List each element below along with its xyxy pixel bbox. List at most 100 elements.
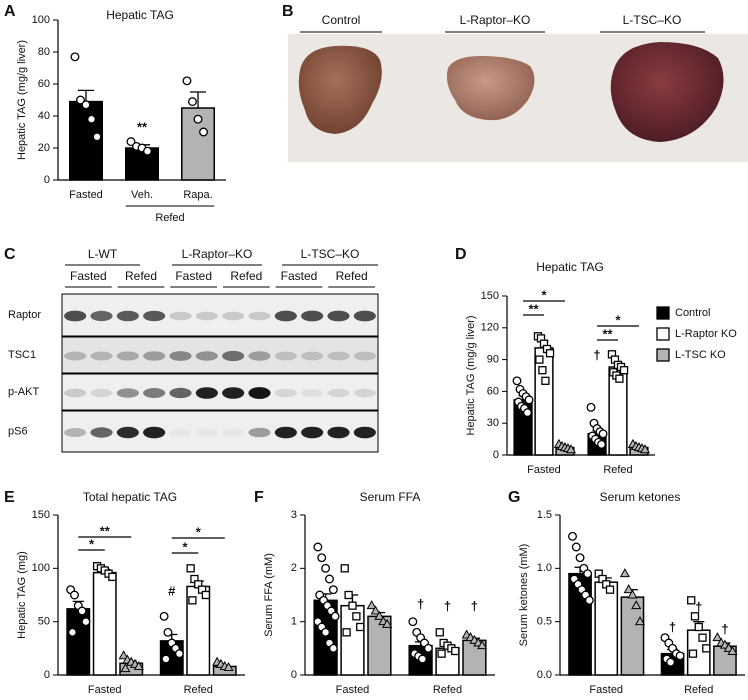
data-point xyxy=(182,76,192,86)
y-tick-label: 60 xyxy=(38,78,50,90)
significance-mark: † xyxy=(669,619,676,634)
data-point xyxy=(675,651,685,661)
y-tick-label: 0 xyxy=(44,669,50,681)
data-point xyxy=(356,622,365,632)
data-point xyxy=(512,376,522,386)
y-tick-label: 0 xyxy=(493,449,499,461)
data-point xyxy=(328,585,338,595)
blot-band xyxy=(64,388,87,398)
panel-label: C xyxy=(4,246,16,263)
data-point xyxy=(451,646,460,656)
x-tick-label: Refed xyxy=(184,684,213,696)
y-tick-label: 1.0 xyxy=(537,562,552,574)
data-point xyxy=(712,632,723,642)
y-tick-label: 0.0 xyxy=(537,669,552,681)
data-point xyxy=(583,569,593,579)
data-point xyxy=(188,596,197,605)
blot-band xyxy=(195,387,218,399)
chart: D Hepatic TAG Hepatic TAG (mg/g liver) 0 30 6… xyxy=(455,246,737,476)
data-point xyxy=(694,622,703,632)
data-point xyxy=(417,654,427,664)
blot-strip xyxy=(61,373,379,411)
blot-band xyxy=(195,311,218,321)
data-point xyxy=(477,640,488,650)
blot-band xyxy=(169,351,192,361)
data-point xyxy=(598,429,608,439)
panel-label: D xyxy=(455,246,467,263)
y-axis-label: Hepatic TAG (mg) xyxy=(16,551,28,639)
condition-label: Refed xyxy=(230,269,262,283)
y-tick-label: 50 xyxy=(38,616,50,628)
data-point xyxy=(727,646,738,656)
data-point xyxy=(161,654,171,664)
y-tick-label: 100 xyxy=(32,14,50,26)
data-point xyxy=(524,395,534,405)
blot-band xyxy=(143,351,166,361)
data-point xyxy=(634,616,646,626)
data-point xyxy=(120,663,131,673)
data-point xyxy=(67,627,77,637)
chart: G Serum ketones Serum ketones (mM) 0.0 0.5 1.… xyxy=(508,489,745,696)
blot-band xyxy=(90,310,113,322)
blot-band xyxy=(248,387,271,399)
significance-mark: † xyxy=(417,596,424,611)
significance-mark: ** xyxy=(137,119,148,134)
y-tick-label: 30 xyxy=(487,417,499,429)
blot-band xyxy=(143,388,166,398)
significance-mark: * xyxy=(615,312,621,327)
blot-row-label: Raptor xyxy=(8,309,41,321)
blot-band xyxy=(353,351,376,361)
blot-band xyxy=(301,351,324,361)
panel-label: F xyxy=(254,489,264,506)
data-point xyxy=(437,649,446,658)
significance-mark: † xyxy=(695,599,702,614)
data-point xyxy=(568,531,577,541)
blot-band xyxy=(301,310,324,322)
blot-band xyxy=(195,351,218,361)
x-tick-label: Fasted xyxy=(527,464,561,476)
data-point xyxy=(81,617,91,627)
blot-band xyxy=(90,388,113,398)
significance-mark: † xyxy=(593,347,600,362)
chart: E Total hepatic TAG Hepatic TAG (mg) 0 50 100… xyxy=(4,489,245,696)
data-point xyxy=(317,553,327,563)
blot-band xyxy=(143,310,166,322)
data-point xyxy=(666,657,676,667)
x-tick-label: Fasted xyxy=(88,684,122,696)
blot-band xyxy=(116,388,139,398)
condition-label: Fasted xyxy=(175,269,212,283)
legend-swatch xyxy=(656,348,670,362)
data-point xyxy=(70,52,80,62)
y-axis-label: Hepatic TAG (mg/g liver) xyxy=(16,40,28,160)
blot-band xyxy=(169,311,192,321)
y-axis-label: Serum FFA (mM) xyxy=(263,553,275,637)
chart-title: Serum FFA xyxy=(360,490,421,504)
data-point xyxy=(435,628,444,637)
photo-panel: B Control L-Raptor–KO L-TSC–KO xyxy=(282,3,748,162)
x-tick-label: Refed xyxy=(433,684,462,696)
data-point xyxy=(575,553,585,563)
significance-mark: * xyxy=(182,539,188,554)
data-point xyxy=(584,595,594,605)
panel-label: B xyxy=(282,3,294,20)
data-point xyxy=(186,564,195,573)
data-point xyxy=(565,444,577,454)
x-tick-label: Refed xyxy=(603,464,632,476)
y-tick-label: 150 xyxy=(32,509,50,521)
data-point xyxy=(374,610,385,620)
y-tick-label: 80 xyxy=(38,46,50,58)
significance-mark: * xyxy=(541,287,547,302)
data-point xyxy=(619,366,629,375)
blot-band xyxy=(195,428,218,437)
data-point xyxy=(342,628,351,637)
blot-band xyxy=(274,388,297,398)
data-point xyxy=(605,585,615,594)
blot-band xyxy=(116,426,139,439)
data-point xyxy=(366,600,377,610)
data-point xyxy=(87,114,96,124)
data-point xyxy=(76,95,85,105)
data-point xyxy=(702,644,711,653)
data-point xyxy=(541,376,550,385)
data-point xyxy=(619,568,630,578)
data-point xyxy=(538,366,547,375)
